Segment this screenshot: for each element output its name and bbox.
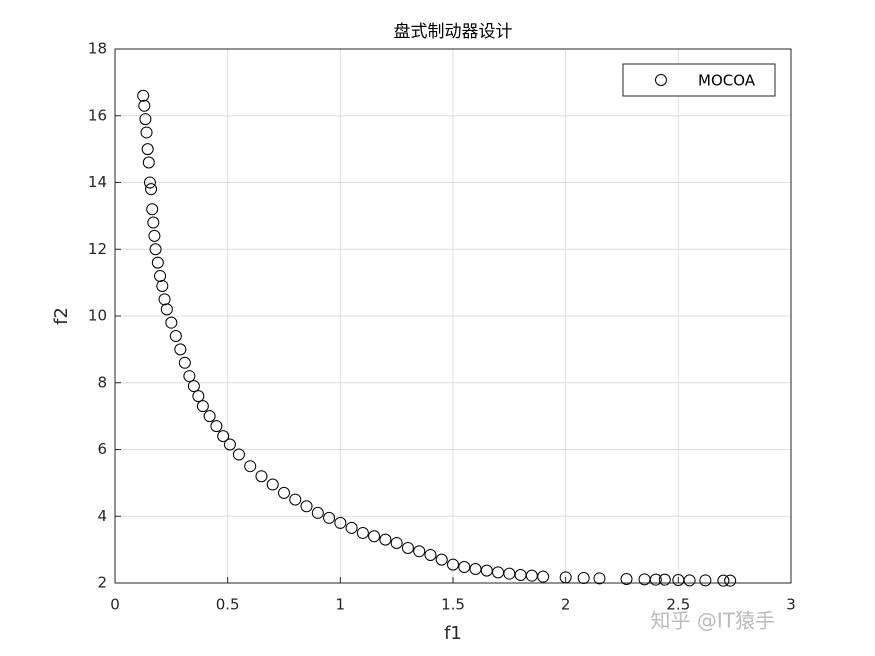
point	[278, 486, 290, 499]
legend-marker	[655, 74, 667, 86]
point	[232, 448, 245, 461]
point	[140, 126, 153, 139]
y-tick-label: 10	[88, 307, 107, 325]
point	[717, 574, 730, 587]
y-tick-label: 18	[88, 40, 107, 58]
x-tick-label: 2	[561, 596, 571, 614]
y-tick-label: 12	[88, 240, 107, 258]
point	[413, 545, 426, 558]
point	[147, 216, 160, 229]
point	[724, 574, 737, 587]
point	[149, 243, 162, 256]
watermark: 知乎 @IT猿手	[651, 609, 775, 633]
point	[142, 156, 155, 169]
y-tick-label: 8	[97, 373, 107, 391]
point	[192, 390, 205, 403]
point	[138, 99, 151, 112]
x-axis-label: f1	[444, 623, 462, 644]
point	[458, 560, 471, 573]
point	[323, 511, 336, 524]
plot-frame	[114, 48, 792, 584]
point	[139, 113, 152, 126]
point	[658, 573, 671, 586]
legend-label: MOCOA	[698, 72, 756, 90]
point	[183, 370, 196, 383]
point	[480, 564, 493, 577]
point	[266, 478, 279, 491]
point	[435, 553, 448, 566]
point	[379, 533, 392, 546]
point	[146, 203, 159, 216]
point	[151, 256, 164, 269]
point	[145, 183, 158, 196]
point	[401, 541, 414, 554]
y-tick-label: 4	[97, 507, 107, 525]
x-tick-label: 3	[786, 596, 796, 614]
point	[178, 356, 191, 369]
point	[559, 571, 572, 584]
chart-title: 盘式制动器设计	[394, 22, 513, 42]
point	[447, 558, 459, 571]
x-tick-label: 2.5	[666, 596, 690, 614]
x-tick-label: 1	[336, 596, 346, 614]
y-axis-label: f2	[51, 307, 72, 325]
point	[174, 343, 187, 356]
y-tick-label: 6	[97, 440, 107, 458]
point	[311, 506, 324, 519]
point	[148, 229, 161, 242]
point	[196, 400, 209, 413]
point	[356, 526, 369, 539]
point	[244, 460, 257, 473]
point	[210, 420, 223, 433]
point	[203, 410, 216, 423]
point	[390, 536, 403, 549]
point	[334, 516, 347, 529]
point	[537, 570, 550, 583]
point	[345, 521, 358, 534]
y-tick-label: 14	[88, 173, 107, 191]
point	[300, 500, 313, 513]
point	[169, 330, 182, 343]
point	[137, 89, 150, 102]
point	[469, 562, 482, 575]
point	[368, 530, 381, 543]
point	[141, 143, 154, 156]
point	[223, 438, 236, 451]
y-tick-label: 16	[88, 106, 107, 124]
x-tick-label: 0	[110, 596, 120, 614]
point	[187, 380, 200, 393]
point	[165, 316, 178, 329]
point	[217, 430, 230, 443]
point	[593, 572, 606, 585]
point	[156, 279, 169, 292]
point	[143, 176, 156, 189]
point	[620, 572, 633, 585]
point	[160, 303, 173, 316]
point	[289, 493, 302, 506]
point	[577, 571, 590, 584]
x-tick-label: 0.5	[216, 596, 240, 614]
y-tick-label: 2	[97, 574, 107, 592]
point	[649, 573, 662, 586]
point	[424, 548, 437, 561]
point	[255, 470, 268, 483]
point	[683, 574, 696, 587]
legend-box	[622, 63, 776, 97]
x-tick-label: 1.5	[441, 596, 465, 614]
point	[699, 574, 712, 587]
